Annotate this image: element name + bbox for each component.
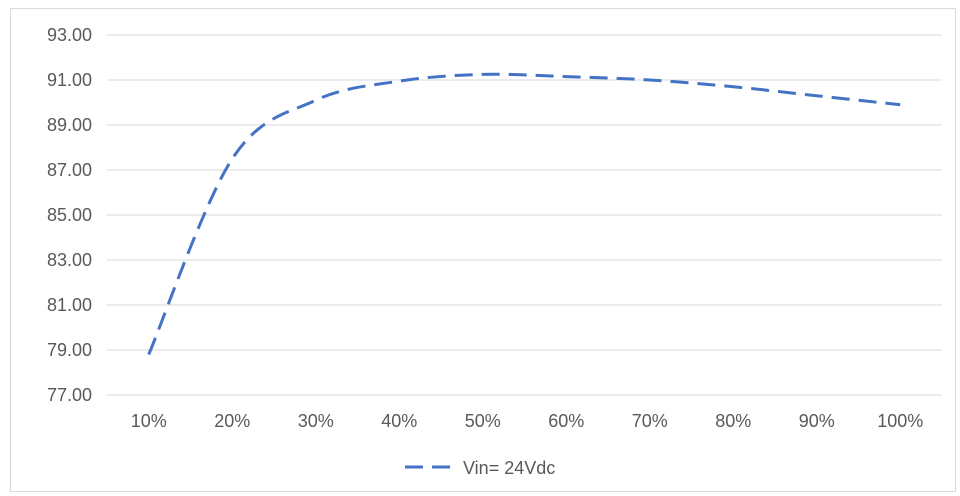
y-tick-label: 81.00 — [47, 295, 92, 315]
x-tick-label: 30% — [298, 411, 334, 431]
y-tick-label: 77.00 — [47, 385, 92, 405]
x-tick-label: 40% — [381, 411, 417, 431]
y-tick-label: 91.00 — [47, 70, 92, 90]
y-tick-label: 89.00 — [47, 115, 92, 135]
y-tick-label: 87.00 — [47, 160, 92, 180]
chart-frame — [10, 8, 956, 492]
x-tick-label: 10% — [131, 411, 167, 431]
y-tick-label: 79.00 — [47, 340, 92, 360]
gridlines — [107, 34, 942, 396]
x-tick-label: 70% — [632, 411, 668, 431]
y-axis-tick-labels: 77.00 79.00 81.00 83.00 85.00 87.00 89.00 91.00… — [47, 25, 92, 405]
legend: Vin= 24Vdc — [405, 458, 555, 478]
series-line — [147, 72, 901, 356]
series-group — [147, 72, 901, 356]
x-tick-label: 80% — [715, 411, 751, 431]
x-axis-tick-labels: 10% 20% 30% 40% 50% 60% 70% 80% 90% 100% — [131, 411, 924, 431]
legend-label: Vin= 24Vdc — [463, 458, 555, 478]
x-tick-label: 100% — [877, 411, 923, 431]
x-tick-label: 60% — [548, 411, 584, 431]
y-tick-label: 83.00 — [47, 250, 92, 270]
y-tick-label: 85.00 — [47, 205, 92, 225]
x-tick-label: 90% — [799, 411, 835, 431]
y-tick-label: 93.00 — [47, 25, 92, 45]
x-tick-label: 50% — [465, 411, 501, 431]
x-tick-label: 20% — [214, 411, 250, 431]
